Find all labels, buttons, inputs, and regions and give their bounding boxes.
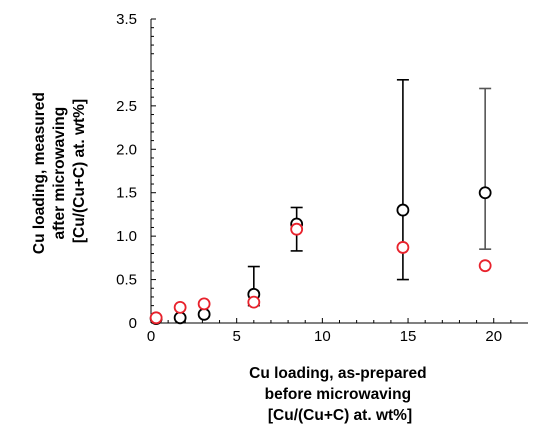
x-tick-label-3: 15: [400, 328, 417, 345]
y-tick-label-1: 0.5: [116, 272, 137, 289]
series-2-point-3: [247, 295, 261, 309]
series-1-point-6: [478, 186, 492, 200]
y-tick-label-6: 3.5: [116, 11, 137, 28]
series-2-point-0: [149, 311, 163, 325]
x-tick-label-4: 20: [485, 328, 502, 345]
x-tick-label-2: 10: [314, 328, 331, 345]
series-1-point-1: [173, 311, 187, 325]
series-2-point-6: [478, 259, 492, 273]
x-tick-label-1: 5: [233, 328, 241, 345]
x-axis-title-line-1: Cu loading, as-prepared: [249, 365, 426, 382]
y-axis-title-line-1: Cu loading, measured: [31, 92, 48, 254]
y-axis-title-line-3: [Cu/(Cu+C) at. wt%]: [71, 99, 88, 243]
y-tick-label-5: 2.5: [116, 98, 137, 115]
y-tick-label-0: 0: [129, 315, 137, 332]
series-2-point-2: [197, 297, 211, 311]
y-tick-label-2: 1.0: [116, 228, 137, 245]
x-axis-title-line-3: [Cu/(Cu+C) at. wt%]: [268, 407, 412, 424]
data-marks: [149, 79, 492, 326]
series-1-point-2: [197, 307, 211, 321]
series-2-point-4: [290, 222, 304, 236]
y-tick-label-3: 1.5: [116, 185, 137, 202]
axis-ticks: 0 5 10 15 20 0 0.5 1.0 1.5 2.0 2.5 3.5: [116, 11, 512, 345]
x-axis-title: Cu loading, as-prepared before microwavi…: [249, 365, 431, 424]
y-tick-label-4: 2.0: [116, 141, 137, 158]
y-axis-title-line-2: after microwaving: [51, 107, 68, 240]
series-1-point-5: [396, 203, 410, 217]
series-2-point-1: [173, 300, 187, 314]
x-axis-title-line-2: before microwaving: [265, 386, 411, 403]
x-tick-label-0: 0: [147, 328, 155, 345]
y-axis-title: Cu loading, measured after microwaving […: [31, 88, 88, 254]
series-2-point-5: [396, 241, 410, 254]
